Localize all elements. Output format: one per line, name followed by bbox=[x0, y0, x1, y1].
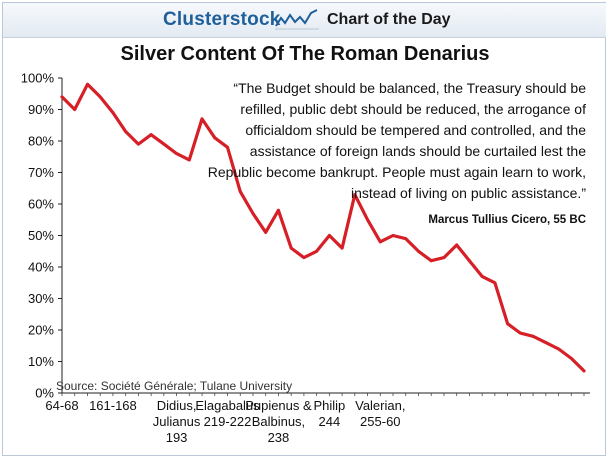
data-point bbox=[544, 341, 548, 344]
data-point bbox=[302, 256, 306, 259]
data-point bbox=[569, 356, 573, 360]
y-tick-label: 30% bbox=[28, 291, 54, 306]
data-point bbox=[136, 142, 140, 146]
chart-title: Silver Content Of The Roman Denarius bbox=[120, 43, 490, 65]
x-tick-label: Elagabalus 219-222 bbox=[195, 398, 260, 429]
y-tick-label: 90% bbox=[28, 102, 54, 117]
silver-content-line bbox=[60, 82, 586, 373]
chart-frame bbox=[2, 2, 606, 456]
data-point bbox=[442, 256, 446, 259]
data-point bbox=[404, 237, 408, 241]
brand-name: Clusterstock bbox=[163, 9, 281, 30]
x-tick-label: 161-168 bbox=[89, 398, 137, 413]
y-tick-label: 50% bbox=[28, 228, 54, 243]
data-point bbox=[315, 249, 319, 253]
data-point bbox=[98, 95, 102, 99]
y-tick-label: 20% bbox=[28, 323, 54, 338]
y-tick-label: 70% bbox=[28, 165, 54, 180]
data-point bbox=[353, 193, 357, 196]
data-point bbox=[480, 275, 484, 278]
data-point bbox=[200, 117, 204, 121]
x-tick-label: 64-68 bbox=[45, 398, 78, 413]
data-point bbox=[149, 133, 153, 137]
data-point bbox=[73, 108, 77, 111]
data-point bbox=[187, 158, 191, 162]
data-point bbox=[340, 246, 344, 250]
data-point bbox=[289, 246, 293, 250]
header-banner: Clusterstock Chart of the Day bbox=[3, 3, 606, 38]
y-tick-label: 10% bbox=[28, 354, 54, 369]
chart-of-the-day-label: Chart of the Day bbox=[327, 11, 451, 28]
source-note: Source: Société Générale; Tulane Univers… bbox=[56, 379, 293, 393]
data-point bbox=[213, 136, 217, 140]
x-tick-label: Pupienus & Balbinus, 238 bbox=[245, 398, 312, 445]
data-point bbox=[455, 243, 459, 247]
data-point bbox=[277, 208, 280, 212]
y-tick-label: 100% bbox=[21, 71, 55, 86]
y-tick-label: 80% bbox=[28, 134, 54, 149]
data-point bbox=[226, 145, 229, 149]
data-point bbox=[111, 111, 115, 115]
data-point bbox=[327, 234, 331, 237]
data-point bbox=[162, 142, 166, 146]
data-point bbox=[251, 212, 255, 215]
data-point bbox=[264, 230, 268, 234]
data-point bbox=[366, 218, 369, 222]
data-point bbox=[60, 95, 64, 99]
x-tick-label: Didius, Julianus 193 bbox=[153, 398, 201, 445]
data-point bbox=[175, 152, 178, 156]
y-tick-label: 0% bbox=[35, 386, 54, 401]
data-point bbox=[518, 331, 522, 335]
y-tick-label: 40% bbox=[28, 260, 54, 275]
line-chart-icon bbox=[275, 9, 319, 30]
y-tick-label: 60% bbox=[28, 197, 54, 212]
data-point bbox=[238, 190, 242, 193]
data-point bbox=[417, 249, 420, 253]
data-point bbox=[506, 322, 510, 326]
data-point bbox=[429, 259, 433, 263]
data-point bbox=[391, 234, 395, 237]
data-point bbox=[468, 259, 471, 263]
x-tick-label: Philip 244 bbox=[313, 398, 345, 429]
data-point bbox=[378, 240, 382, 244]
x-tick-label: Valerian, 255-60 bbox=[355, 398, 405, 429]
data-point bbox=[86, 82, 89, 86]
data-point bbox=[124, 130, 128, 133]
data-point bbox=[531, 334, 535, 338]
cicero-quote: “The Budget should be balanced, the Trea… bbox=[207, 80, 586, 201]
quote-attribution: Marcus Tullius Cicero, 55 BC bbox=[428, 214, 586, 226]
data-point bbox=[557, 347, 560, 351]
data-point bbox=[493, 281, 497, 285]
data-point bbox=[582, 369, 586, 373]
